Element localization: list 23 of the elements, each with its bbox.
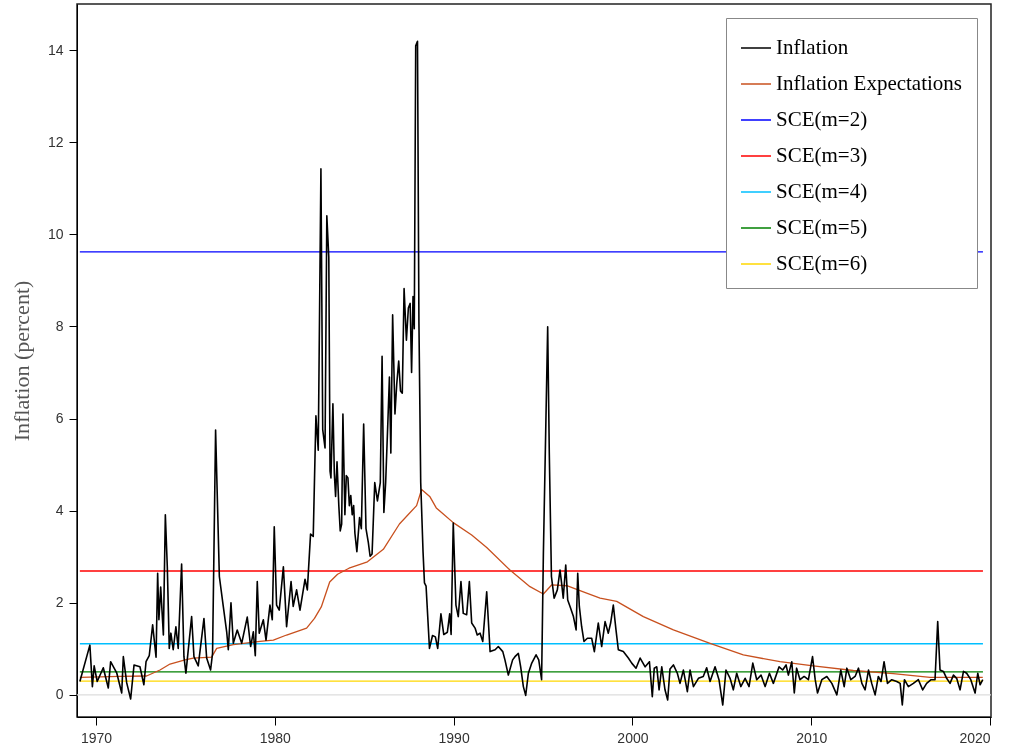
x-tick-label: 1980 bbox=[259, 729, 292, 746]
y-tick-label: 0 bbox=[55, 686, 64, 703]
y-tick-label: 2 bbox=[55, 594, 64, 611]
legend-label: SCE(m=6) bbox=[776, 251, 868, 275]
y-tick-label: 8 bbox=[55, 317, 64, 334]
y-axis-title: Inflation (percent) bbox=[8, 280, 34, 442]
legend-label: SCE(m=4) bbox=[776, 179, 868, 203]
y-tick-label: 6 bbox=[55, 410, 64, 427]
legend-label: SCE(m=3) bbox=[776, 143, 868, 167]
y-tick-label: 10 bbox=[47, 225, 64, 242]
x-tick-label: 2020 bbox=[959, 729, 991, 746]
x-tick-label: 1970 bbox=[80, 729, 113, 746]
legend-label: SCE(m=5) bbox=[776, 215, 868, 239]
legend-label: Inflation Expectations bbox=[776, 71, 963, 95]
y-tick-label: 4 bbox=[55, 502, 64, 519]
y-tick-label: 12 bbox=[47, 133, 64, 150]
line-series bbox=[79, 488, 984, 679]
legend-label: SCE(m=2) bbox=[776, 107, 868, 131]
legend-label: Inflation bbox=[776, 35, 849, 59]
y-tick-label: 14 bbox=[47, 41, 64, 58]
x-tick-label: 2000 bbox=[617, 729, 649, 746]
x-tick-label: 2010 bbox=[796, 729, 828, 746]
x-tick-label: 1990 bbox=[438, 729, 470, 746]
